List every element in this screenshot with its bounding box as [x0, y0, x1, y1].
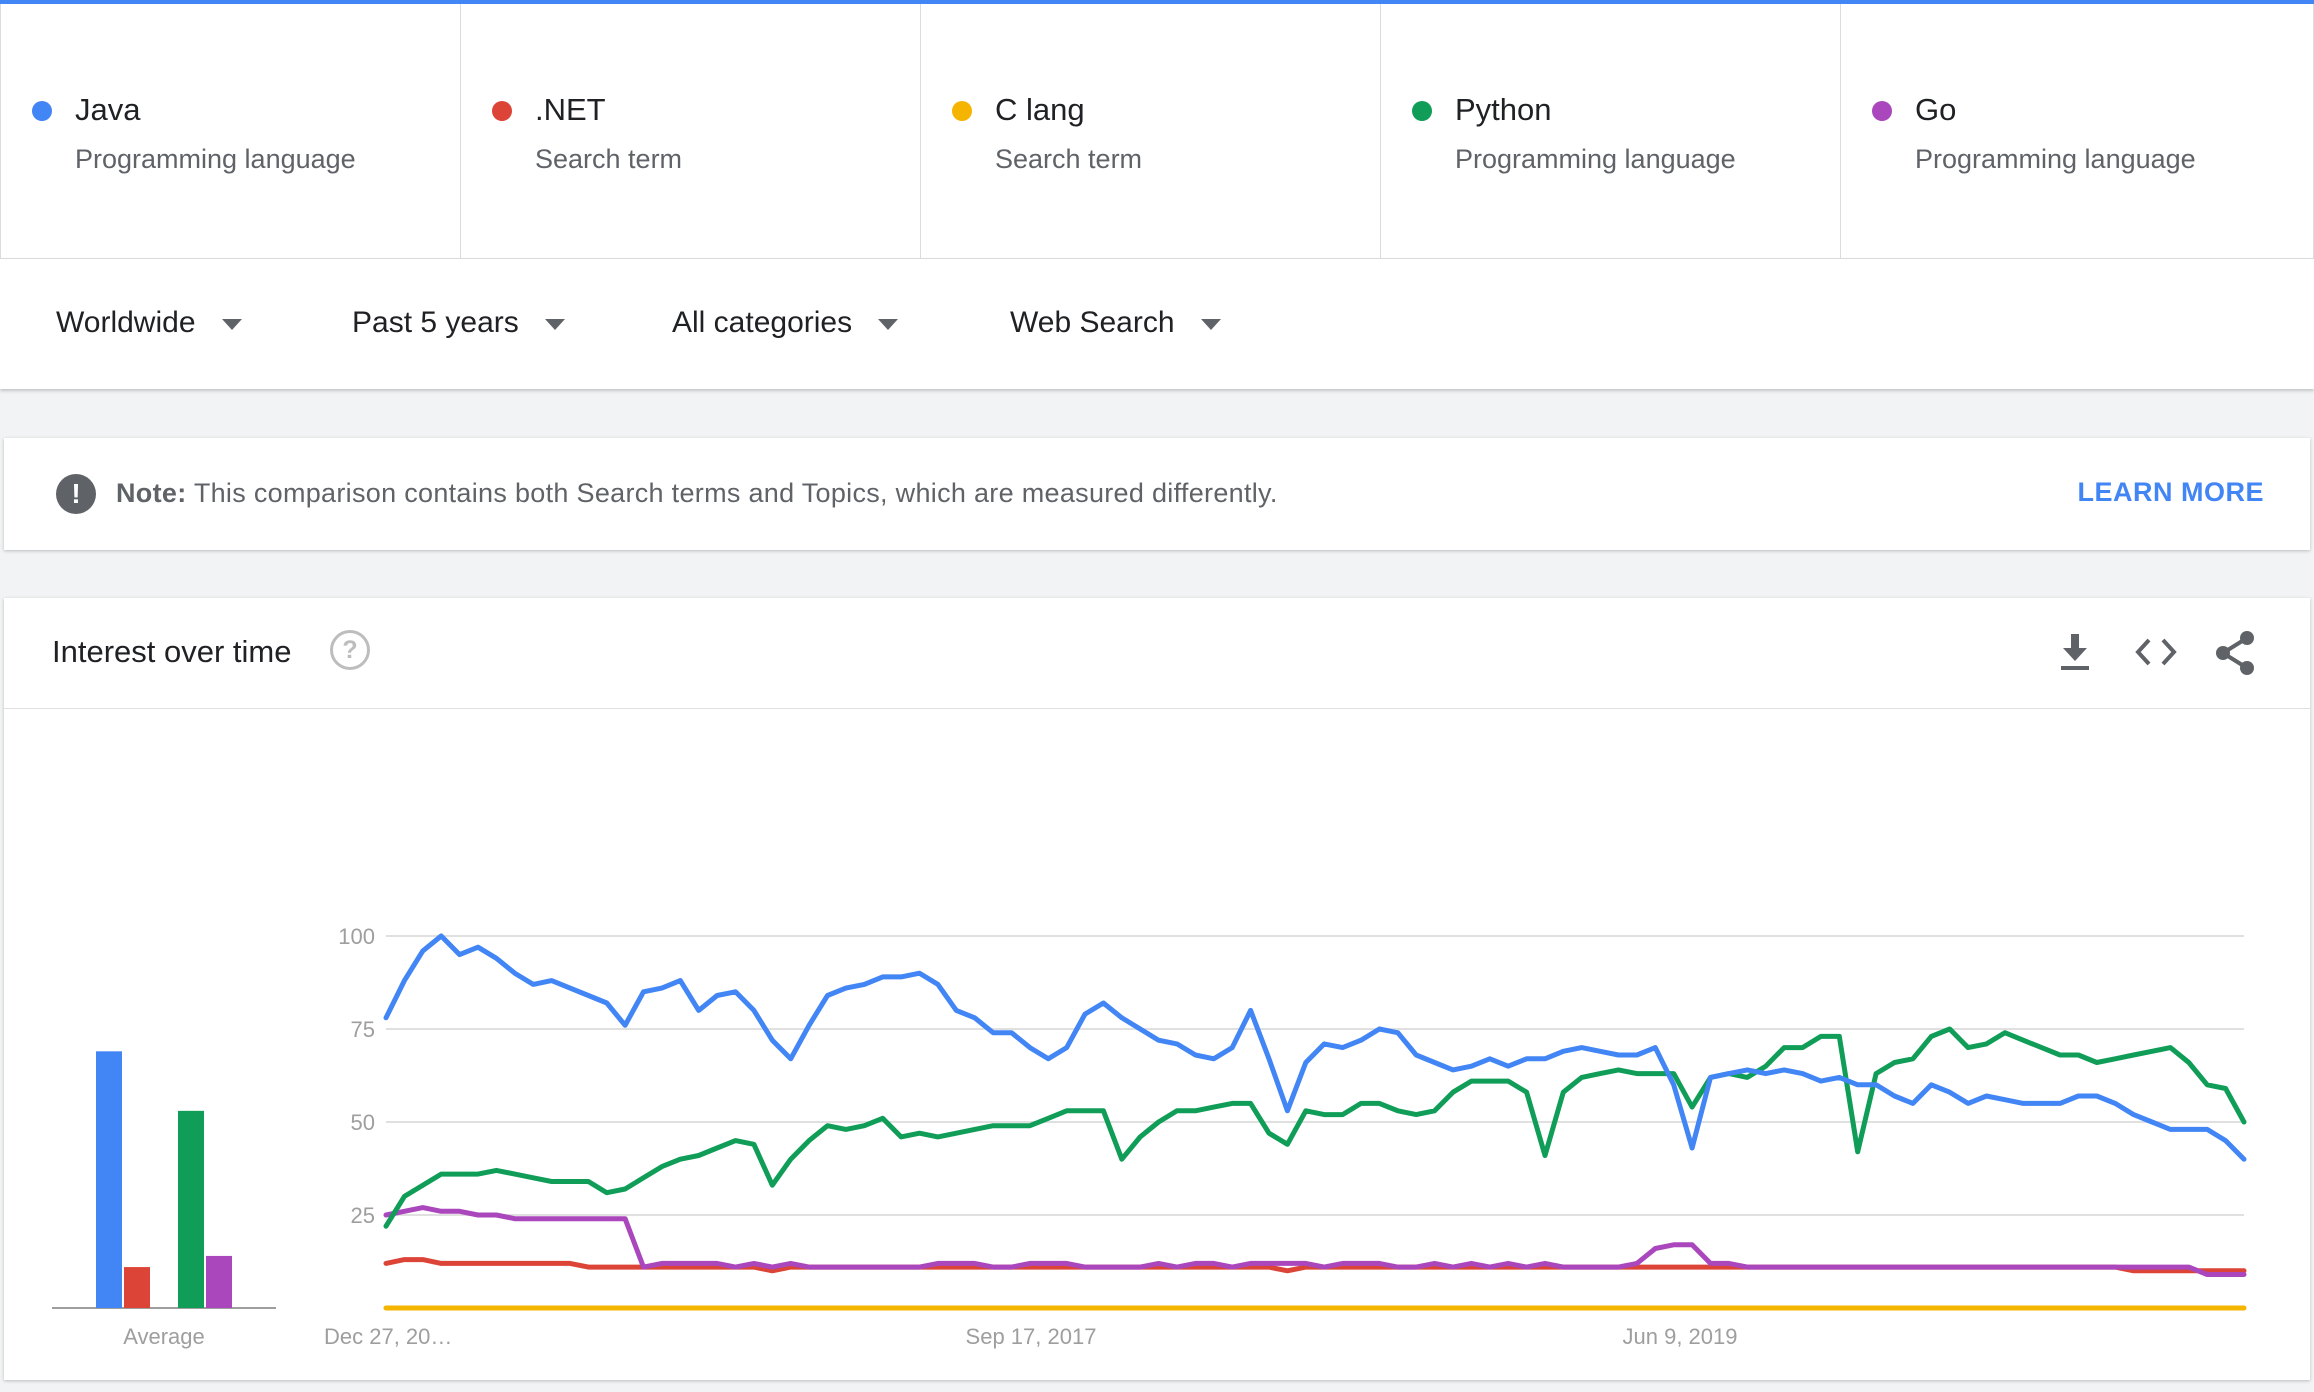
- filter-bar: Worldwide Past 5 years All categories We…: [0, 259, 2314, 389]
- y-tick-label: 25: [351, 1203, 375, 1228]
- term-card-java[interactable]: Java Programming language: [0, 4, 460, 258]
- note-label: Note:: [116, 478, 187, 508]
- category-label: All categories: [672, 306, 853, 339]
- average-bar-net: [124, 1267, 150, 1308]
- chevron-down-icon: [1200, 318, 1221, 330]
- card-header: Interest over time ?: [4, 598, 2310, 709]
- term-color-dot: [952, 101, 972, 121]
- term-color-dot: [1872, 101, 1892, 121]
- term-type: Programming language: [1915, 144, 2196, 174]
- region-label: Worldwide: [56, 306, 196, 339]
- term-card-c-lang[interactable]: C lang Search term: [920, 4, 1380, 258]
- y-tick-label: 50: [351, 1110, 375, 1135]
- term-color-dot: [492, 101, 512, 121]
- comparison-terms: Java Programming language .NET Search te…: [0, 4, 2314, 259]
- top-accent-bar: [0, 0, 2314, 4]
- term-name: C lang: [995, 92, 1085, 127]
- term-color-dot: [1412, 101, 1432, 121]
- series-line-python: [383, 1026, 2247, 1229]
- y-tick-label: 100: [338, 924, 375, 949]
- y-tick-label: 75: [351, 1017, 375, 1042]
- help-circle-icon[interactable]: ?: [330, 630, 370, 670]
- region-dropdown[interactable]: Worldwide: [56, 301, 242, 345]
- category-dropdown[interactable]: All categories: [672, 301, 899, 345]
- chevron-down-icon: [221, 318, 242, 330]
- average-bar-go: [206, 1255, 232, 1308]
- note-text: Note: This comparison contains both Sear…: [116, 478, 1278, 509]
- download-icon[interactable]: [2056, 630, 2094, 674]
- average-bar-java: [96, 1051, 122, 1308]
- time-range-label: Past 5 years: [352, 306, 519, 339]
- embed-code-icon[interactable]: [2134, 630, 2178, 674]
- card-title: Interest over time: [52, 634, 292, 669]
- exclamation-icon: !: [56, 474, 96, 514]
- term-type: Search term: [995, 144, 1143, 174]
- average-bar-python: [178, 1110, 204, 1308]
- x-tick-label: Jun 9, 2019: [1623, 1324, 1738, 1349]
- term-card-go[interactable]: Go Programming language: [1840, 4, 2314, 258]
- term-type: Programming language: [75, 144, 356, 174]
- term-type: Programming language: [1455, 144, 1736, 174]
- series-line-go: [383, 1205, 2247, 1277]
- note-banner: ! Note: This comparison contains both Se…: [4, 438, 2310, 550]
- note-message: This comparison contains both Search ter…: [193, 478, 1278, 508]
- share-icon[interactable]: [2214, 630, 2258, 676]
- term-name: .NET: [535, 92, 606, 127]
- series-line-java: [383, 933, 2247, 1162]
- search-type-label: Web Search: [1010, 306, 1175, 339]
- x-tick-label: Dec 27, 20…: [324, 1324, 452, 1349]
- chevron-down-icon: [878, 318, 899, 330]
- chevron-down-icon: [544, 318, 565, 330]
- interest-over-time-card: Interest over time ? 25 50 75 100 Dec 27, 20…: [4, 598, 2310, 1380]
- term-color-dot: [32, 101, 52, 121]
- term-card-python[interactable]: Python Programming language: [1380, 4, 1840, 258]
- time-range-dropdown[interactable]: Past 5 years: [352, 301, 565, 345]
- term-type: Search term: [535, 144, 683, 174]
- learn-more-link[interactable]: LEARN MORE: [2077, 477, 2264, 507]
- interest-chart: 25 50 75 100 Dec 27, 20… Sep 17, 2017 Jun 9, 2…: [52, 924, 2247, 1349]
- term-name: Python: [1455, 92, 1552, 127]
- average-label: Average: [123, 1324, 205, 1349]
- term-name: Java: [75, 92, 141, 127]
- term-name: Go: [1915, 92, 1957, 127]
- x-tick-label: Sep 17, 2017: [966, 1324, 1097, 1349]
- term-card-dotnet[interactable]: .NET Search term: [460, 4, 920, 258]
- search-type-dropdown[interactable]: Web Search: [1010, 301, 1221, 345]
